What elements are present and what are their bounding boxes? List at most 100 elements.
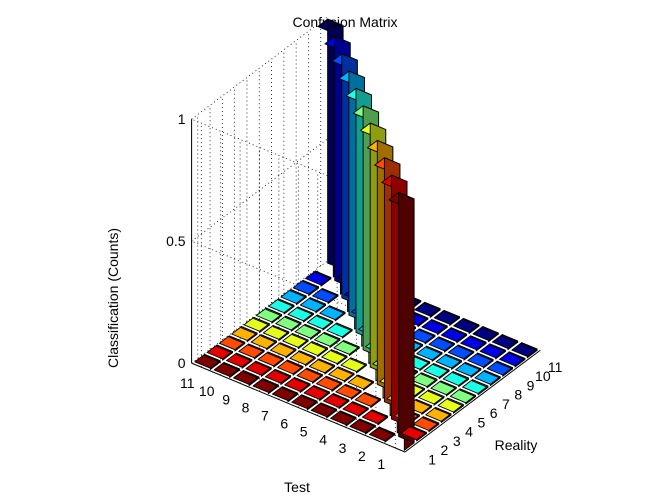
bar-3-11 (472, 326, 499, 343)
bar-side (482, 326, 499, 335)
bar-side (359, 418, 376, 428)
bar-7-6 (333, 340, 360, 356)
bar-side (477, 352, 494, 362)
bar-side (285, 315, 302, 325)
bar-side (433, 363, 450, 372)
bar-1-1 (388, 191, 415, 451)
bar-3-6 (411, 372, 438, 389)
bar-side (309, 297, 327, 306)
bar-side (345, 383, 362, 393)
bar-side (431, 319, 448, 328)
bar-side (501, 334, 519, 343)
gridline (191, 261, 328, 364)
bar-8-5 (301, 341, 328, 358)
bar-11-8 (280, 289, 307, 306)
test-tick-label: 1 (377, 456, 385, 472)
reality-axis-line (404, 349, 541, 453)
z-tick-label: 0 (178, 355, 186, 371)
bar-3-8 (435, 353, 462, 370)
bar-6-1 (291, 394, 318, 411)
bar-side (302, 279, 319, 289)
bar-11-6 (255, 307, 283, 324)
bar-side (435, 406, 452, 416)
bar-side (329, 305, 346, 314)
bar-side (306, 367, 323, 377)
gridline (191, 118, 406, 209)
bar-3-7 (423, 363, 450, 380)
bar-side (350, 357, 367, 366)
bar-9-2 (245, 360, 272, 377)
bar-8-4 (289, 350, 316, 367)
bar-8-2 (264, 368, 292, 385)
bar-side (265, 307, 283, 317)
bar-4-3 (354, 391, 381, 408)
bar-side (320, 402, 337, 411)
bar-side (316, 314, 334, 324)
bar-side (277, 298, 295, 308)
bar-4-1 (330, 410, 357, 427)
bar-side (378, 426, 396, 436)
bar-side (424, 301, 441, 311)
bar-11-3 (218, 335, 246, 352)
bar-8-7 (326, 322, 353, 339)
bar-9-5 (282, 333, 309, 350)
bar-1-5 (437, 397, 464, 414)
bar-2-1 (368, 426, 396, 443)
bar-3-1 (349, 418, 376, 435)
bar-5-2 (323, 393, 350, 410)
bar-6-4 (328, 366, 355, 383)
bar-side (318, 358, 336, 368)
reality-tick-label: 10 (535, 368, 551, 384)
test-tick-label: 2 (358, 448, 366, 464)
bar-6-11 (414, 301, 441, 318)
bar-6-3 (315, 375, 343, 392)
bar-11-10 (305, 270, 332, 287)
bar-1-2 (400, 425, 427, 442)
bar-4-9 (428, 336, 455, 353)
bar-1-9 (486, 360, 513, 377)
test-tick-label: 4 (319, 432, 327, 448)
bar-side (279, 342, 297, 351)
bar-side (332, 393, 350, 402)
bar-10-3 (238, 343, 265, 360)
test-axis-line (191, 362, 406, 453)
bar-11-9 (292, 279, 319, 296)
bar-side (267, 351, 284, 361)
bar-4-11 (453, 317, 480, 334)
test-tick-label: 11 (180, 375, 195, 391)
bar-side (311, 341, 328, 350)
bar-10-8 (299, 297, 327, 314)
bar-10-7 (287, 306, 314, 323)
bar-side (323, 331, 341, 341)
reality-tick-label: 5 (477, 414, 485, 430)
bar-9-4 (270, 342, 297, 359)
bar-3-10 (460, 335, 487, 352)
bar-7-2 (284, 377, 311, 393)
bar-8-1 (252, 378, 279, 395)
reality-tick-label: 3 (453, 433, 461, 449)
reality-tick-label: 11 (548, 359, 563, 375)
bar-10-2 (226, 352, 253, 369)
bar-side (471, 379, 489, 388)
bar-9-6 (294, 323, 321, 340)
bar-4-8 (416, 345, 443, 362)
bar-side (343, 340, 360, 349)
bar-side (496, 360, 513, 370)
bar-11-5 (243, 316, 270, 333)
bar-8-6 (314, 331, 341, 348)
gridline (191, 139, 328, 242)
bar-3-9 (447, 344, 475, 361)
bar-2-10 (479, 343, 506, 360)
bar-side (228, 335, 246, 345)
test-tick-label: 7 (261, 407, 269, 423)
bar-side (321, 288, 339, 297)
bar-7-5 (321, 349, 348, 366)
bar-1-4 (425, 406, 452, 423)
gridline (191, 240, 406, 331)
bar-side (438, 336, 455, 346)
bar-side (450, 327, 468, 336)
bars-group (194, 18, 538, 451)
bar-side (489, 343, 506, 352)
